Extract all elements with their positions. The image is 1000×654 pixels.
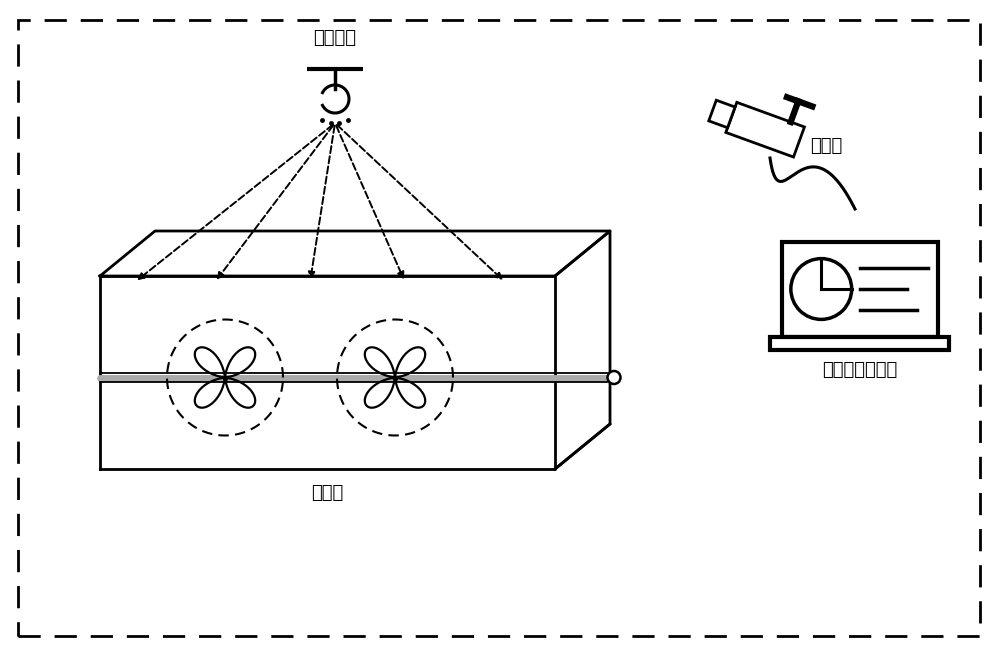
Circle shape — [608, 371, 620, 384]
Text: 摄像机: 摄像机 — [810, 137, 842, 155]
Bar — [709, 100, 735, 128]
Text: 搅拌机: 搅拌机 — [311, 484, 344, 502]
Text: 图像或视频采集: 图像或视频采集 — [822, 361, 898, 379]
Bar — [782, 241, 938, 337]
Bar — [770, 337, 949, 349]
Bar — [726, 102, 804, 157]
Text: 照明灯光: 照明灯光 — [314, 29, 356, 47]
